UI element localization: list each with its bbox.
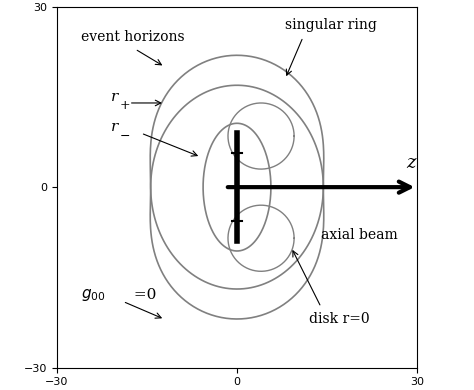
Text: −: − — [120, 129, 130, 142]
Text: =0: =0 — [129, 288, 156, 302]
Text: z: z — [407, 154, 416, 172]
Text: r: r — [111, 120, 118, 134]
Text: axial beam: axial beam — [321, 228, 398, 242]
Text: event horizons: event horizons — [81, 30, 184, 44]
Text: disk r=0: disk r=0 — [309, 312, 370, 326]
Text: r: r — [111, 90, 118, 104]
Text: $g_{00}$: $g_{00}$ — [81, 287, 105, 303]
Text: singular ring: singular ring — [285, 18, 377, 32]
Text: +: + — [120, 99, 130, 112]
